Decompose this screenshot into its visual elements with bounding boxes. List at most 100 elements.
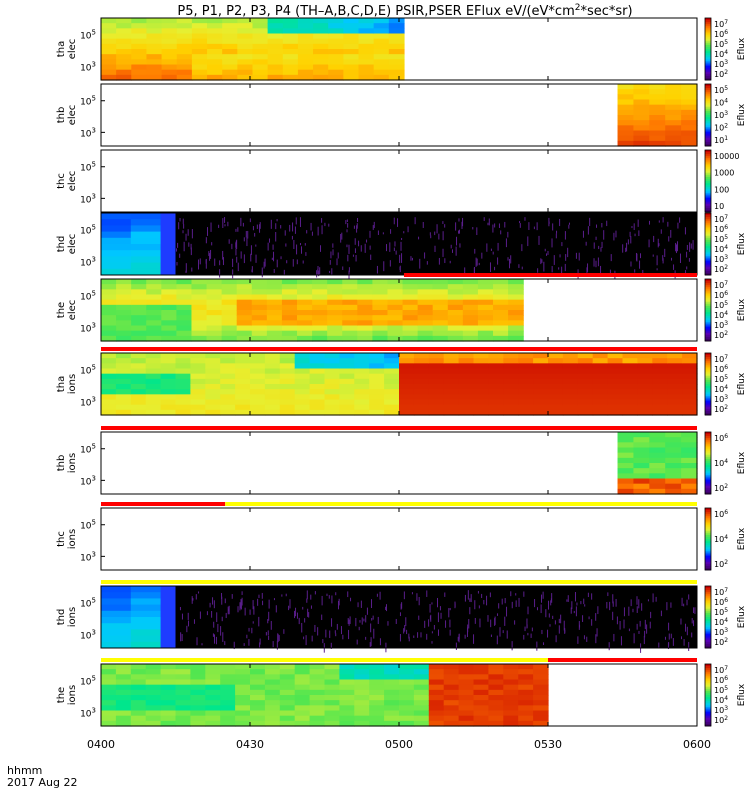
noise-streak <box>419 258 421 269</box>
noise-streak <box>311 231 313 236</box>
noise-streak <box>317 266 319 270</box>
heatmap-cell <box>281 294 298 301</box>
heatmap-cell <box>682 368 698 375</box>
colorbar-tick-exp: 5 <box>724 39 728 46</box>
noise-streak <box>360 245 362 252</box>
heatmap-cell <box>297 279 313 285</box>
noise-streak <box>386 244 388 252</box>
heatmap-cell <box>402 299 419 306</box>
noise-streak <box>232 258 234 267</box>
heatmap-cell <box>282 38 299 45</box>
heatmap-cell <box>339 353 355 359</box>
noise-streak <box>304 243 306 246</box>
noise-streak <box>570 607 572 614</box>
heatmap-cell <box>222 23 238 29</box>
heatmap-cell <box>373 18 390 24</box>
colorbar-segment <box>705 197 711 201</box>
noise-streak <box>558 625 560 634</box>
noise-streak <box>357 217 359 223</box>
heatmap-cell <box>130 219 162 226</box>
colorbar-segment <box>705 363 711 366</box>
heatmap-cell <box>206 289 223 296</box>
noise-streak <box>332 249 334 256</box>
noise-streak <box>610 254 612 262</box>
heatmap-cell <box>297 299 313 306</box>
colorbar-segment <box>705 600 711 604</box>
heatmap-cell <box>649 473 666 480</box>
colorbar-segment <box>705 402 711 406</box>
colorbar-tick-exp: 7 <box>724 214 728 221</box>
heatmap-cell <box>207 38 223 45</box>
heatmap-cell <box>358 64 375 71</box>
ylabel-probe: thc <box>56 173 67 189</box>
heatmap-cell <box>115 700 132 706</box>
noise-streak <box>623 619 625 629</box>
noise-streak <box>337 600 339 610</box>
noise-streak <box>308 612 310 618</box>
noise-streak <box>429 603 431 613</box>
heatmap-cell <box>667 384 683 390</box>
colorbar-segment <box>705 187 711 190</box>
heatmap-cell <box>220 715 236 722</box>
heatmap-cell <box>399 700 415 706</box>
colorbar-tick-exp: 4 <box>724 617 728 624</box>
noise-streak <box>250 253 252 262</box>
colorbar-segment <box>705 164 711 168</box>
heatmap-cell <box>221 294 238 301</box>
heatmap-cell <box>518 679 534 686</box>
noise-streak <box>370 623 372 633</box>
colorbar-segment <box>705 162 711 165</box>
heatmap-cell <box>264 715 281 722</box>
colorbar-tick-base: 10 <box>714 30 724 39</box>
heatmap-cell <box>518 389 534 395</box>
colorbar-tick-label: 105 <box>714 685 728 695</box>
noise-streak <box>211 611 213 618</box>
noise-streak <box>360 600 362 608</box>
heatmap-cell <box>190 720 206 727</box>
heatmap-cell <box>175 689 191 696</box>
colorbar-segment <box>705 394 711 397</box>
heatmap-cell <box>413 705 430 712</box>
colorbar-tick-base: 10 <box>714 99 724 108</box>
noise-streak <box>481 593 483 598</box>
heatmap-cell <box>160 404 177 411</box>
heatmap-cell <box>637 404 653 411</box>
heatmap-cell <box>235 363 251 370</box>
heatmap-cell <box>176 23 193 29</box>
noise-streak <box>305 635 307 646</box>
noise-streak <box>637 219 639 227</box>
heatmap-cell <box>279 674 296 681</box>
noise-streak <box>225 612 227 619</box>
heatmap-cell <box>652 404 668 411</box>
noise-streak <box>232 269 234 279</box>
colorbar-segment <box>705 635 711 639</box>
colorbar-segment <box>705 133 711 137</box>
heatmap-cell <box>354 363 370 370</box>
heatmap-cell <box>508 289 524 296</box>
heatmap-cell <box>577 353 594 359</box>
heatmap-cell <box>413 664 430 670</box>
heatmap-cell <box>503 394 519 401</box>
colorbar-tick-exp: 4 <box>724 244 728 251</box>
heatmap-cell <box>309 705 326 712</box>
noise-streak <box>299 217 301 228</box>
heatmap-cell <box>488 689 504 696</box>
heatmap-cell <box>146 335 162 342</box>
ytick-label: 103 <box>80 192 96 205</box>
noise-streak <box>547 250 549 255</box>
colorbar-segment <box>705 369 711 373</box>
noise-streak <box>458 230 460 234</box>
heatmap-cell <box>447 320 464 327</box>
heatmap-cell <box>428 705 445 712</box>
heatmap-cell <box>633 140 650 147</box>
heatmap-cell <box>221 310 238 316</box>
noise-streak <box>492 224 494 233</box>
heatmap-cell <box>235 358 251 364</box>
colorbar-segment <box>705 590 711 593</box>
heatmap-cell <box>357 289 373 296</box>
noise-streak <box>564 231 566 240</box>
colorbar-tick-base: 10 <box>714 560 724 569</box>
heatmap-cell <box>399 358 415 364</box>
heatmap-cell <box>369 368 385 375</box>
heatmap-cell <box>190 669 206 675</box>
